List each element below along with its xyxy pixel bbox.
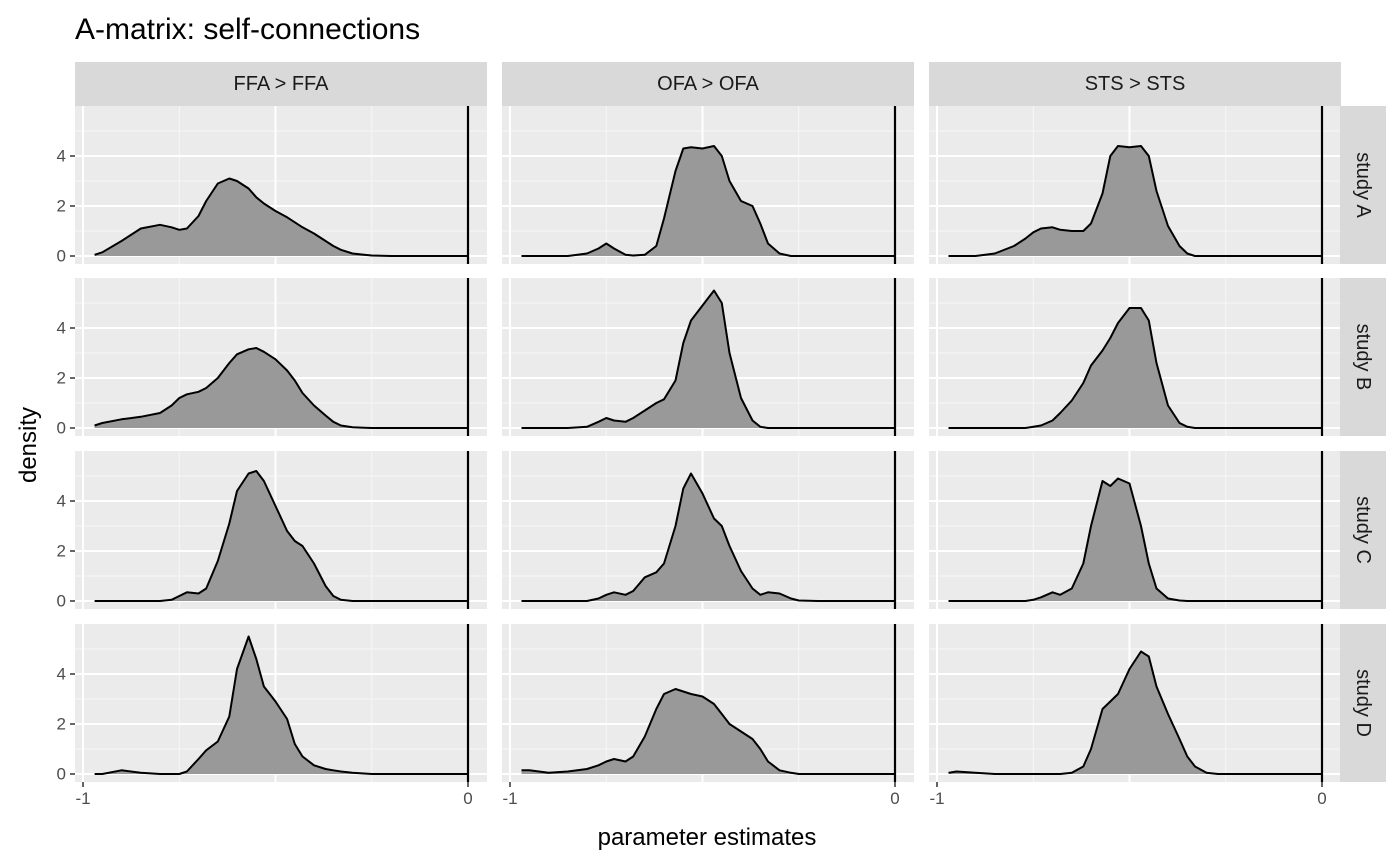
y-tick-label: 0 (57, 419, 66, 438)
panel-study-a-sts-sts (929, 106, 1341, 264)
row-strip-label: study D (1352, 669, 1374, 737)
panel-study-d-ffa-ffa (75, 624, 487, 782)
density-line (948, 650, 1322, 775)
x-axis-title: parameter estimates (598, 824, 817, 851)
x-tick-label: -1 (929, 789, 944, 808)
facet-strips: study A study B study C study D FFA > FFA OFA… (75, 62, 1386, 782)
panel-study-a-ffa-ffa (75, 106, 487, 264)
col-strip-label: FFA > FFA (233, 73, 329, 95)
density-area (94, 178, 468, 256)
axes: 0 2 4 0 2 4 0 2 4 0 2 4 -1 0 -1 0 -1 0 (57, 147, 1327, 809)
density-area (521, 290, 895, 428)
y-tick-label: 2 (57, 197, 66, 216)
y-tick-label: 0 (57, 592, 66, 611)
density-line (521, 472, 895, 602)
col-strip-ofa-ofa: OFA > OFA (502, 62, 914, 106)
y-tick-label: 0 (57, 247, 66, 266)
row-strip-background (1340, 451, 1386, 609)
density-line (94, 635, 468, 775)
density-line (948, 307, 1322, 429)
y-tick-label: 0 (57, 765, 66, 784)
panel-study-b-ofa-ofa (502, 278, 914, 436)
row-strip-study-a: study A (1340, 106, 1386, 264)
x-tick-label: 0 (463, 789, 472, 808)
density-area (948, 308, 1322, 428)
y-tick-label: 2 (57, 715, 66, 734)
density-line (521, 145, 895, 257)
y-axis-title: density (15, 407, 42, 483)
panel-study-c-ffa-ffa (75, 451, 487, 609)
col-strip-sts-sts: STS > STS (929, 62, 1341, 106)
x-tick-label: 0 (1317, 789, 1326, 808)
row-strip-background (1340, 624, 1386, 782)
density-area (521, 473, 895, 601)
row-strip-background (1340, 106, 1386, 264)
x-tick-label: -1 (75, 789, 90, 808)
row-strip-label: study A (1352, 152, 1374, 218)
col-strip-ffa-ffa: FFA > FFA (75, 62, 487, 106)
x-tick-label: -1 (502, 789, 517, 808)
y-tick-label: 2 (57, 369, 66, 388)
col-strip-background (502, 62, 914, 106)
density-area (94, 636, 468, 774)
density-area (521, 146, 895, 256)
panel-study-d-ofa-ofa (502, 624, 914, 782)
y-tick-label: 4 (57, 665, 66, 684)
density-line (94, 470, 468, 602)
row-strip-label: study C (1352, 496, 1374, 564)
x-tick-label: 0 (890, 789, 899, 808)
y-tick-label: 4 (57, 319, 66, 338)
panel-study-d-sts-sts (929, 624, 1341, 782)
y-tick-label: 4 (57, 492, 66, 511)
y-tick-label: 4 (57, 147, 66, 166)
col-strip-background (75, 62, 487, 106)
density-line (521, 688, 895, 775)
density-line (94, 347, 468, 429)
col-strip-background (929, 62, 1341, 106)
density-line (948, 477, 1322, 602)
col-strip-label: STS > STS (1085, 73, 1186, 95)
row-strip-background (1340, 278, 1386, 436)
chart-title: A-matrix: self-connections (75, 13, 420, 46)
row-strip-study-d: study D (1340, 624, 1386, 782)
panel-study-b-ffa-ffa (75, 278, 487, 436)
col-strip-label: OFA > OFA (657, 73, 759, 95)
facet-panels (75, 106, 1341, 782)
panel-study-a-ofa-ofa (502, 106, 914, 264)
density-area (948, 478, 1322, 601)
panel-study-b-sts-sts (929, 278, 1341, 436)
panel-study-c-ofa-ofa (502, 451, 914, 609)
density-line (521, 289, 895, 429)
density-area (521, 689, 895, 774)
row-strip-study-b: study B (1340, 278, 1386, 436)
density-area (94, 471, 468, 601)
density-area (94, 348, 468, 428)
row-strip-study-c: study C (1340, 451, 1386, 609)
y-tick-label: 2 (57, 542, 66, 561)
density-area (948, 651, 1322, 774)
row-strip-label: study B (1352, 324, 1374, 391)
density-line (948, 145, 1322, 257)
panel-study-c-sts-sts (929, 451, 1341, 609)
density-line (94, 177, 468, 257)
